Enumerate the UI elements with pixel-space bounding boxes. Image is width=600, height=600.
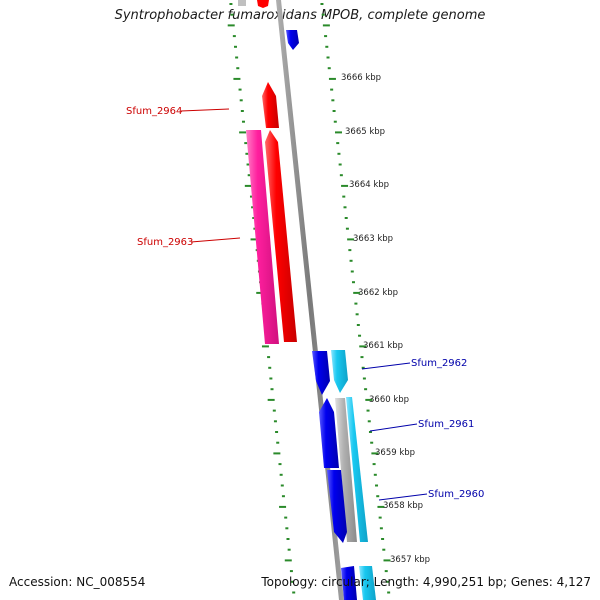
accession-text: Accession: NC_008554 [9, 575, 146, 589]
scale-label-3658: 3658 kbp [383, 501, 423, 511]
gene-sfum-2963-magenta[interactable] [246, 130, 279, 344]
gene-sfum-2962-blue[interactable] [312, 351, 330, 395]
gene-bottom-blue[interactable] [341, 566, 357, 600]
gene-label-sfum-2962[interactable]: Sfum_2962 [411, 358, 467, 369]
gene-fragment-top-gray [238, 0, 246, 6]
callout-line-sfum-2960 [378, 493, 428, 501]
scale-label-3659: 3659 kbp [375, 448, 415, 458]
scale-label-3665: 3665 kbp [345, 127, 385, 137]
scale-label-3664: 3664 kbp [349, 180, 389, 190]
scale-label-3661: 3661 kbp [363, 341, 403, 351]
callout-line-sfum-2964 [180, 108, 230, 112]
callout-line-sfum-2961 [369, 423, 418, 432]
scale-label-3662: 3662 kbp [358, 288, 398, 298]
gene-sfum-2960-cyan[interactable] [346, 397, 368, 542]
gene-sfum-2964[interactable] [262, 82, 279, 128]
gene-top-blue[interactable] [286, 30, 299, 50]
gene-label-sfum-2963[interactable]: Sfum_2963 [137, 237, 193, 248]
gene-label-sfum-2964[interactable]: Sfum_2964 [126, 106, 182, 117]
scale-label-3666: 3666 kbp [341, 73, 381, 83]
callout-line-sfum-2963 [190, 237, 241, 243]
scale-label-3663: 3663 kbp [353, 234, 393, 244]
gene-bottom-cyan[interactable] [359, 566, 376, 600]
gene-fragment-top-red [257, 0, 269, 8]
gene-sfum-2963-red[interactable] [265, 130, 297, 342]
map-title: Syntrophobacter fumaroxidans MPOB, compl… [114, 8, 486, 23]
callout-line-sfum-2962 [361, 362, 411, 370]
gene-label-sfum-2960[interactable]: Sfum_2960 [428, 489, 484, 500]
summary-text: Topology: circular; Length: 4,990,251 bp… [261, 575, 591, 589]
gene-sfum-2960-blue[interactable] [327, 470, 347, 543]
scale-label-3660: 3660 kbp [369, 395, 409, 405]
gene-label-sfum-2961[interactable]: Sfum_2961 [418, 419, 474, 430]
gene-sfum-2961-gray[interactable] [335, 398, 357, 542]
scale-label-3657: 3657 kbp [390, 555, 430, 565]
gene-sfum-2961-blue[interactable] [319, 398, 339, 468]
gene-sfum-2962-cyan[interactable] [331, 350, 348, 393]
